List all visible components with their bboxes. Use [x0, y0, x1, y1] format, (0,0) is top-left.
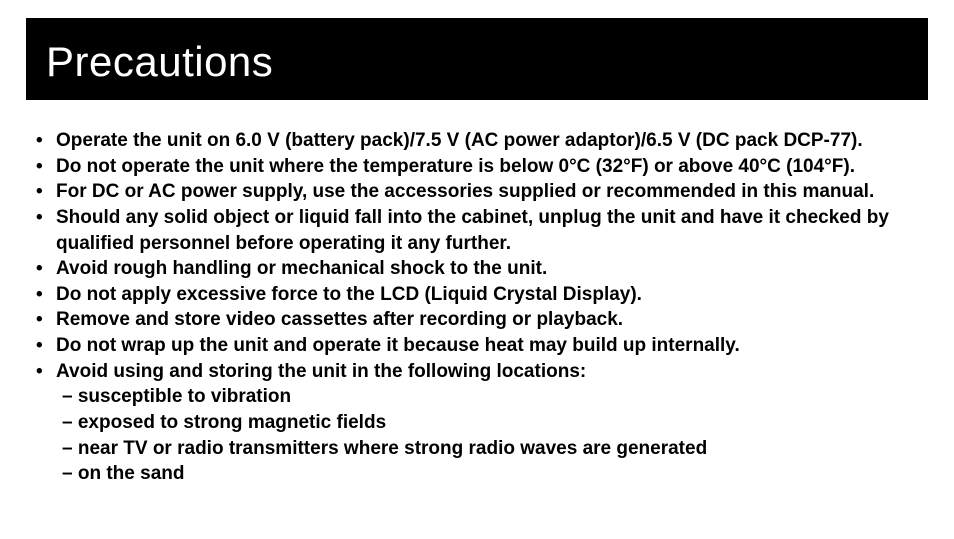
precautions-list: Operate the unit on 6.0 V (battery pack)…: [26, 128, 928, 487]
sub-list-item: near TV or radio transmitters where stro…: [62, 436, 922, 462]
list-item-text: Do not wrap up the unit and operate it b…: [56, 335, 740, 356]
sub-list-item-text: exposed to strong magnetic fields: [78, 412, 386, 433]
sub-list-item: exposed to strong magnetic fields: [62, 410, 922, 436]
list-item: Should any solid object or liquid fall i…: [36, 205, 922, 256]
sub-list-item: on the sand: [62, 461, 922, 487]
list-item-text: For DC or AC power supply, use the acces…: [56, 181, 874, 202]
list-item: Avoid using and storing the unit in the …: [36, 359, 922, 487]
list-item-text: Should any solid object or liquid fall i…: [56, 207, 889, 254]
list-item-text: Remove and store video cassettes after r…: [56, 309, 623, 330]
list-item: Do not wrap up the unit and operate it b…: [36, 333, 922, 359]
sub-list-item-text: on the sand: [78, 463, 185, 484]
list-item-text: Avoid rough handling or mechanical shock…: [56, 258, 547, 279]
list-item-text: Operate the unit on 6.0 V (battery pack)…: [56, 130, 863, 151]
sub-list-item-text: near TV or radio transmitters where stro…: [78, 438, 707, 459]
list-item-text: Avoid using and storing the unit in the …: [56, 361, 586, 382]
list-item: Avoid rough handling or mechanical shock…: [36, 256, 922, 282]
list-item: Do not operate the unit where the temper…: [36, 154, 922, 180]
page-title: Precautions: [46, 38, 908, 86]
list-item-text: Do not apply excessive force to the LCD …: [56, 284, 642, 305]
document-page: Precautions Operate the unit on 6.0 V (b…: [0, 0, 954, 511]
title-bar: Precautions: [26, 18, 928, 100]
list-item: For DC or AC power supply, use the acces…: [36, 179, 922, 205]
list-item-text: Do not operate the unit where the temper…: [56, 156, 855, 177]
list-item: Do not apply excessive force to the LCD …: [36, 282, 922, 308]
list-item: Remove and store video cassettes after r…: [36, 307, 922, 333]
list-item: Operate the unit on 6.0 V (battery pack)…: [36, 128, 922, 154]
sub-list-item: susceptible to vibration: [62, 384, 922, 410]
sub-list: susceptible to vibration exposed to stro…: [56, 384, 922, 487]
sub-list-item-text: susceptible to vibration: [78, 386, 291, 407]
